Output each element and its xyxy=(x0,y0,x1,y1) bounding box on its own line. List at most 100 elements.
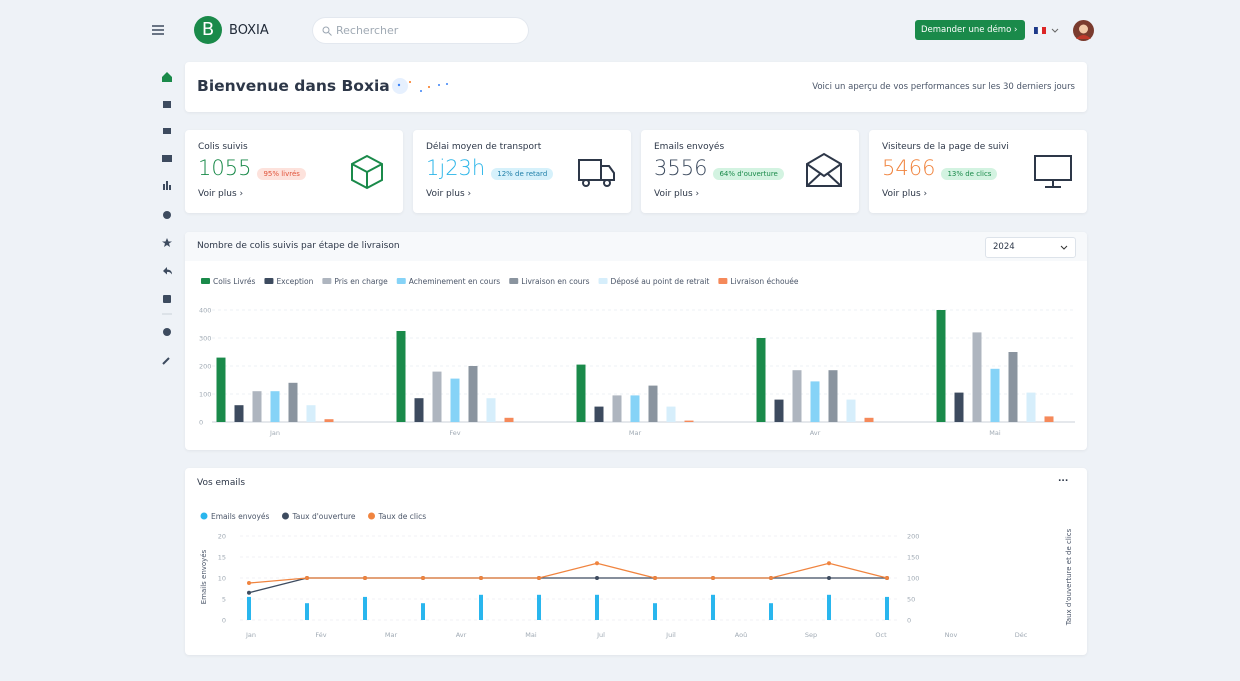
card-link[interactable]: Voir plus › xyxy=(654,189,700,199)
x-tick-label: Jul xyxy=(596,631,605,639)
stat-card: Emails envoyés 3556 64% d'ouverture Voir pl… xyxy=(641,130,859,213)
y2-tick-label: 50 xyxy=(907,596,915,604)
bar xyxy=(432,371,442,422)
bar xyxy=(479,594,483,620)
point xyxy=(711,576,715,580)
bar xyxy=(1026,392,1036,422)
legend-swatch xyxy=(201,278,210,284)
legend-label: Acheminement en cours xyxy=(409,277,501,286)
emails-panel: Vos emails ... xyxy=(185,468,1087,655)
card-value: 5466 xyxy=(882,156,936,180)
bar xyxy=(450,378,460,422)
legend-dot xyxy=(281,512,289,520)
point xyxy=(537,576,541,580)
x-tick-label: Mar xyxy=(629,429,642,437)
line xyxy=(248,562,888,584)
emails-menu[interactable]: ... xyxy=(1058,474,1069,484)
menu-icon[interactable] xyxy=(150,22,166,38)
card-badge: 13% de clics xyxy=(941,168,998,180)
search-placeholder: Rechercher xyxy=(336,24,399,37)
bar xyxy=(414,398,424,422)
y-tick-label: 10 xyxy=(218,575,226,583)
bar xyxy=(769,603,773,620)
legend-label: Taux d'ouverture xyxy=(291,512,355,521)
bar xyxy=(774,399,784,422)
year-select[interactable]: 2024 xyxy=(985,237,1076,258)
bar xyxy=(1044,416,1054,422)
x-tick-label: Oct xyxy=(875,631,887,639)
bar xyxy=(216,357,226,422)
point xyxy=(479,576,483,580)
y-tick-label: 100 xyxy=(199,391,211,399)
card-link[interactable]: Voir plus › xyxy=(198,189,244,199)
bar xyxy=(756,338,766,422)
bar xyxy=(972,332,982,422)
legend-dot xyxy=(368,512,376,520)
bar xyxy=(504,417,514,422)
y2-tick-label: 0 xyxy=(907,617,911,625)
legend-swatch xyxy=(718,278,728,284)
card-label: Délai moyen de transport xyxy=(426,142,542,152)
card-icon xyxy=(578,159,615,187)
legend-swatch xyxy=(509,278,519,284)
welcome-card: Bienvenue dans Boxia Voici un aperçu de … xyxy=(185,62,1087,112)
language[interactable] xyxy=(1034,25,1064,37)
legend-label: Colis Livrés xyxy=(213,277,256,286)
avatar[interactable] xyxy=(1073,20,1094,41)
legend-label: Pris en charge xyxy=(334,277,388,286)
point xyxy=(827,576,831,580)
card-value: 3556 xyxy=(654,156,708,180)
legend-label: Livraison échouée xyxy=(730,277,799,286)
x-tick-label: Fév xyxy=(315,631,326,639)
bar xyxy=(252,391,262,422)
bar xyxy=(421,603,425,620)
bar xyxy=(612,395,622,422)
card-badge: 95% livrés xyxy=(257,168,306,180)
logo[interactable]: B xyxy=(194,16,222,44)
bar xyxy=(954,392,964,422)
x-tick-label: Avr xyxy=(456,631,467,639)
card-link[interactable]: Voir plus › xyxy=(882,189,928,199)
card-link[interactable]: Voir plus › xyxy=(426,189,472,199)
card-icon xyxy=(806,152,842,187)
bar xyxy=(288,382,298,422)
bar xyxy=(306,405,316,422)
x-tick-label: Déc xyxy=(1015,631,1028,639)
bar xyxy=(990,368,1000,422)
bar xyxy=(363,596,367,620)
bar xyxy=(827,594,831,620)
point xyxy=(595,561,599,566)
x-tick-label: Nov xyxy=(945,631,958,639)
bar xyxy=(594,406,604,422)
bar xyxy=(247,596,251,620)
legend-dot xyxy=(200,512,208,520)
demo-button[interactable]: Demander une démo › xyxy=(915,20,1025,40)
bar xyxy=(396,331,406,422)
bar xyxy=(864,417,874,422)
point xyxy=(595,576,599,580)
y-tick-label: 5 xyxy=(222,596,226,604)
x-tick-label: Avr xyxy=(810,429,821,437)
bar xyxy=(936,310,946,422)
logo-text: BOXIA xyxy=(229,23,269,38)
x-tick-label: Jan xyxy=(269,429,280,437)
y-tick-label: 20 xyxy=(218,533,226,541)
stat-card: Colis suivis 1055 95% livrés Voir plus › xyxy=(185,130,403,213)
legend-label: Taux de clics xyxy=(378,512,427,521)
welcome-subtitle: Voici un aperçu de vos performances sur … xyxy=(812,82,1075,92)
bar xyxy=(885,596,889,620)
legend-swatch xyxy=(598,278,608,284)
bar xyxy=(270,391,280,422)
y-tick-label: 300 xyxy=(199,335,211,343)
x-tick-label: Aoû xyxy=(735,631,747,639)
y2-axis-title: Taux d'ouverture et de clics xyxy=(1065,528,1073,626)
point xyxy=(769,576,773,580)
bar xyxy=(684,420,694,422)
y2-tick-label: 100 xyxy=(907,575,919,583)
welcome-title: Bienvenue dans Boxia xyxy=(197,77,390,95)
search[interactable]: Rechercher xyxy=(313,18,528,43)
card-label: Visiteurs de la page de suivi xyxy=(882,142,1009,152)
bar xyxy=(234,405,244,422)
y-axis-title: Emails envoyés xyxy=(200,549,208,604)
